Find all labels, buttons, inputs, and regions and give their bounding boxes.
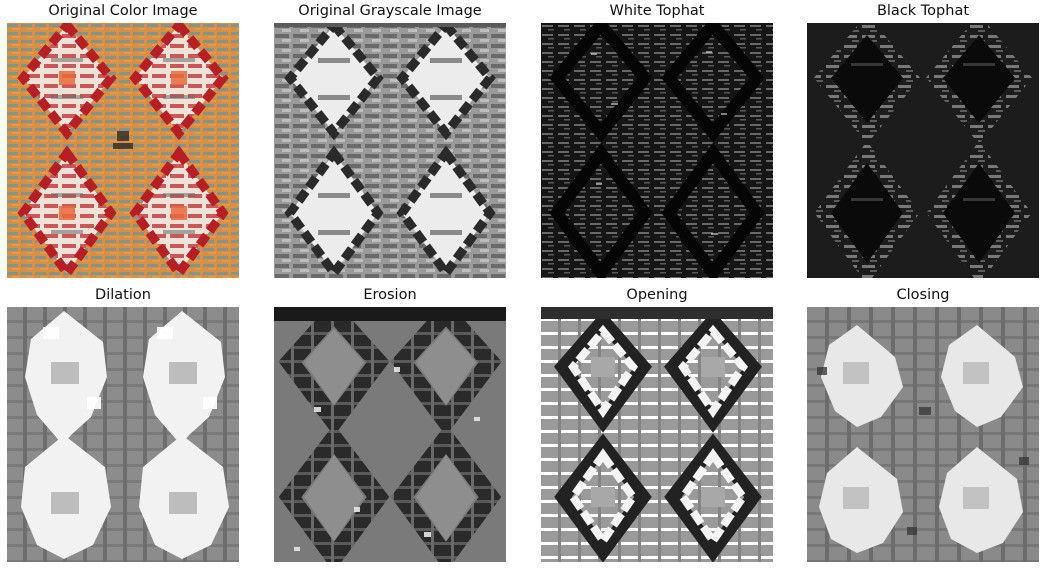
panel-opening: Opening: [541, 284, 773, 564]
panel-original-grayscale: Original Grayscale Image: [274, 0, 506, 280]
panel-title: Original Grayscale Image: [298, 3, 482, 19]
panel-black-tophat: Black Tophat: [807, 0, 1039, 280]
panel-white-tophat: White Tophat: [541, 0, 773, 280]
panel-title: White Tophat: [609, 3, 705, 19]
opening-image: [541, 307, 773, 562]
original-color-image: [7, 23, 239, 278]
closing-image: [807, 307, 1039, 562]
panel-title: Dilation: [95, 287, 151, 303]
erosion-image: [274, 307, 506, 562]
panel-title: Opening: [626, 287, 688, 303]
panel-title: Original Color Image: [48, 3, 198, 19]
panel-title: Closing: [896, 287, 950, 303]
white-tophat-image: [541, 23, 773, 278]
panel-dilation: Dilation: [7, 284, 239, 564]
black-tophat-image: [807, 23, 1039, 278]
original-grayscale-image: [274, 23, 506, 278]
panel-title: Black Tophat: [876, 3, 970, 19]
panel-erosion: Erosion: [274, 284, 506, 564]
panel-title: Erosion: [363, 287, 417, 303]
panel-closing: Closing: [807, 284, 1039, 564]
dilation-image: [7, 307, 239, 562]
panel-original-color: Original Color Image: [7, 0, 239, 280]
